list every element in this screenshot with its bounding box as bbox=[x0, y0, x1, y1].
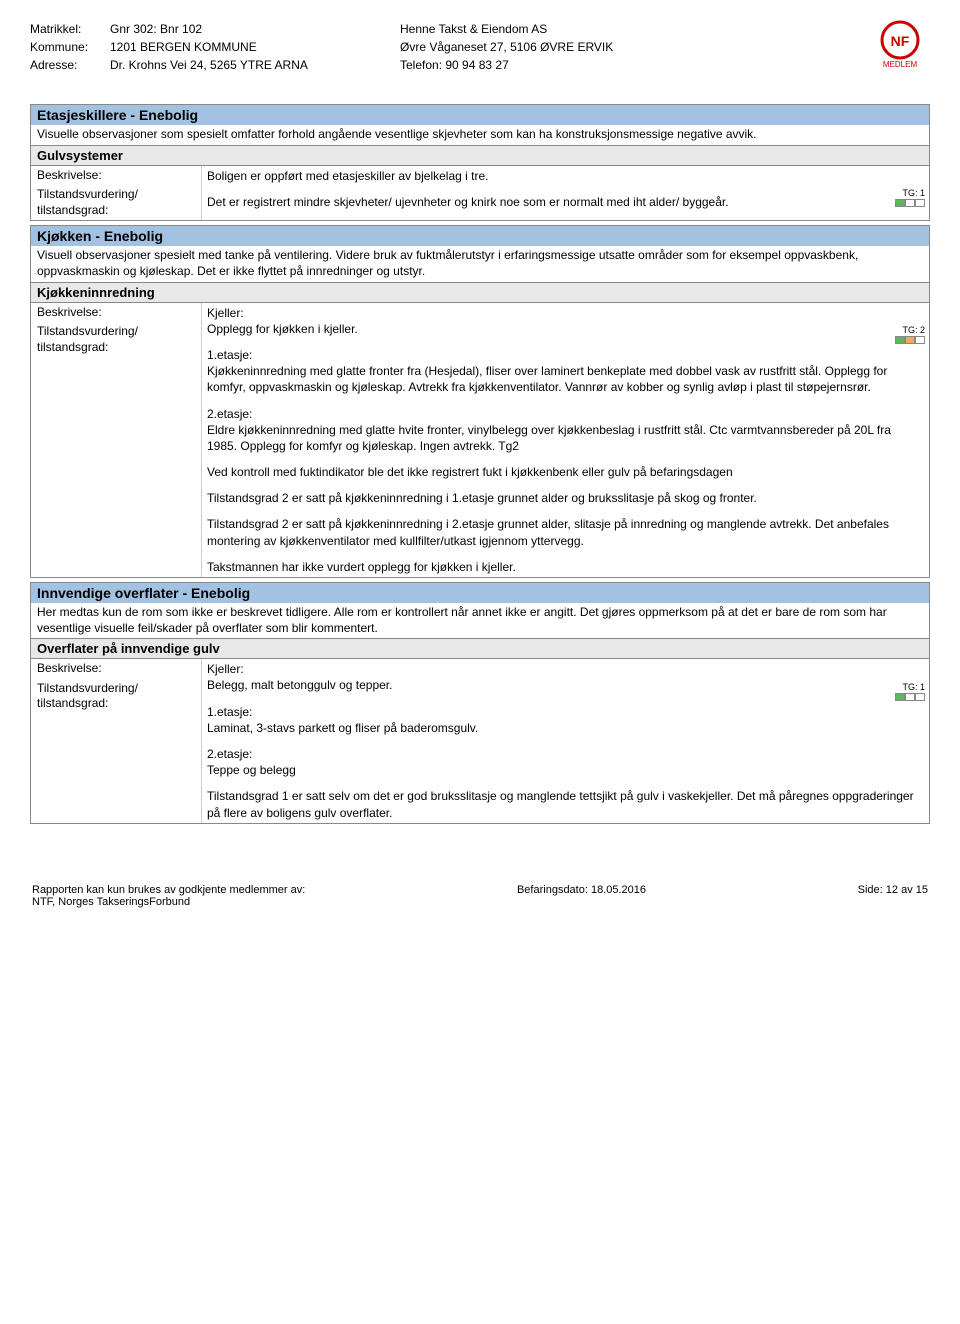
row-paragraph: Kjeller: Belegg, malt betonggulv og tepp… bbox=[207, 661, 923, 693]
row-paragraph: Ved kontroll med fuktindikator ble det i… bbox=[207, 464, 923, 480]
row-label: Beskrivelse: bbox=[37, 305, 195, 321]
company-address: Øvre Våganeset 27, 5106 ØVRE ERVIK bbox=[400, 38, 613, 56]
row-paragraph: 2.etasje: Eldre kjøkkeninnredning med gl… bbox=[207, 406, 923, 455]
row-label-column: Beskrivelse: Tilstandsvurdering/ tilstand… bbox=[31, 659, 201, 823]
tg-boxes bbox=[895, 199, 925, 207]
tg-box bbox=[905, 336, 915, 344]
tg-badge: TG: 1 bbox=[895, 682, 925, 701]
nf-logo-icon: NF MEDLEM bbox=[870, 20, 930, 70]
section: Kjøkken - EneboligVisuell observasjoner … bbox=[30, 225, 930, 578]
row-content-column: Boligen er oppført med etasjeskiller av … bbox=[201, 166, 929, 221]
row-label-column: Beskrivelse: Tilstandsvurdering/ tilstand… bbox=[31, 303, 201, 577]
row-label: Tilstandsvurdering/ tilstandsgrad: bbox=[37, 681, 195, 712]
logo-text: MEDLEM bbox=[883, 60, 918, 69]
row-paragraph: Boligen er oppført med etasjeskiller av … bbox=[207, 168, 923, 184]
section-intro: Visuelle observasjoner som spesielt omfa… bbox=[31, 125, 929, 145]
column-divider bbox=[201, 303, 202, 577]
row-paragraph: Tilstandsgrad 1 er satt selv om det er g… bbox=[207, 788, 923, 820]
row-label: Beskrivelse: bbox=[37, 168, 195, 184]
tg-box bbox=[915, 693, 925, 701]
header-label: Adresse: bbox=[30, 56, 110, 74]
row-paragraph: Tilstandsgrad 2 er satt på kjøkkeninnred… bbox=[207, 516, 923, 548]
tg-label: TG: 2 bbox=[895, 325, 925, 335]
document-header: Matrikkel: Gnr 302: Bnr 102 Kommune: 120… bbox=[30, 20, 930, 74]
tg-label: TG: 1 bbox=[895, 682, 925, 692]
tg-box bbox=[895, 336, 905, 344]
tg-label: TG: 1 bbox=[895, 188, 925, 198]
section-intro: Her medtas kun de rom som ikke er beskre… bbox=[31, 603, 929, 638]
tg-box bbox=[915, 336, 925, 344]
row-paragraph: Tilstandsgrad 2 er satt på kjøkkeninnred… bbox=[207, 490, 923, 506]
row-paragraph: Det er registrert mindre skjevheter/ uje… bbox=[207, 194, 923, 210]
tg-box bbox=[905, 693, 915, 701]
header-right: Henne Takst & Eiendom AS Øvre Våganeset … bbox=[400, 20, 930, 74]
tg-box bbox=[905, 199, 915, 207]
section-header: Kjøkken - Enebolig bbox=[31, 226, 929, 246]
row-block: Beskrivelse: Tilstandsvurdering/ tilstand… bbox=[31, 165, 929, 221]
row-label: Tilstandsvurdering/ tilstandsgrad: bbox=[37, 324, 195, 355]
header-left: Matrikkel: Gnr 302: Bnr 102 Kommune: 120… bbox=[30, 20, 400, 74]
section-intro: Visuell observasjoner spesielt med tanke… bbox=[31, 246, 929, 281]
header-value: Dr. Krohns Vei 24, 5265 YTRE ARNA bbox=[110, 56, 308, 74]
header-row: Kommune: 1201 BERGEN KOMMUNE bbox=[30, 38, 400, 56]
footer-center: Befaringsdato: 18.05.2016 bbox=[517, 884, 646, 908]
row-block: Beskrivelse: Tilstandsvurdering/ tilstand… bbox=[31, 302, 929, 577]
column-divider bbox=[201, 166, 202, 221]
column-divider bbox=[201, 659, 202, 823]
row-paragraph: 1.etasje: Laminat, 3-stavs parkett og fl… bbox=[207, 704, 923, 736]
svg-text:NF: NF bbox=[891, 33, 910, 49]
tg-box bbox=[895, 693, 905, 701]
row-label: Tilstandsvurdering/ tilstandsgrad: bbox=[37, 187, 195, 218]
subsection-header: Overflater på innvendige gulv bbox=[31, 638, 929, 658]
document-footer: Rapporten kan kun brukes av godkjente me… bbox=[30, 884, 930, 908]
header-row: Matrikkel: Gnr 302: Bnr 102 bbox=[30, 20, 400, 38]
footer-right: Side: 12 av 15 bbox=[858, 884, 928, 908]
header-label: Matrikkel: bbox=[30, 20, 110, 38]
row-label: Beskrivelse: bbox=[37, 661, 195, 677]
subsection-header: Gulvsystemer bbox=[31, 145, 929, 165]
tg-badge: TG: 1 bbox=[895, 188, 925, 207]
section-header: Etasjeskillere - Enebolig bbox=[31, 105, 929, 125]
tg-box bbox=[915, 199, 925, 207]
row-paragraph: 2.etasje: Teppe og belegg bbox=[207, 746, 923, 778]
company-name: Henne Takst & Eiendom AS bbox=[400, 20, 613, 38]
row-paragraph: Kjeller: Opplegg for kjøkken i kjeller. bbox=[207, 305, 923, 337]
subsection-header: Kjøkkeninnredning bbox=[31, 282, 929, 302]
company-phone: Telefon: 90 94 83 27 bbox=[400, 56, 613, 74]
tg-boxes bbox=[895, 693, 925, 701]
sections-container: Etasjeskillere - EneboligVisuelle observ… bbox=[30, 104, 930, 824]
row-label-column: Beskrivelse: Tilstandsvurdering/ tilstand… bbox=[31, 166, 201, 221]
tg-badge: TG: 2 bbox=[895, 325, 925, 344]
header-row: Adresse: Dr. Krohns Vei 24, 5265 YTRE AR… bbox=[30, 56, 400, 74]
footer-left: Rapporten kan kun brukes av godkjente me… bbox=[32, 884, 305, 908]
header-value: Gnr 302: Bnr 102 bbox=[110, 20, 202, 38]
header-value: 1201 BERGEN KOMMUNE bbox=[110, 38, 257, 56]
row-content-column: Kjeller: Belegg, malt betonggulv og tepp… bbox=[201, 659, 929, 823]
section: Innvendige overflater - EneboligHer medt… bbox=[30, 582, 930, 824]
section: Etasjeskillere - EneboligVisuelle observ… bbox=[30, 104, 930, 221]
tg-boxes bbox=[895, 336, 925, 344]
row-paragraph: 1.etasje: Kjøkkeninnredning med glatte f… bbox=[207, 347, 923, 396]
section-header: Innvendige overflater - Enebolig bbox=[31, 583, 929, 603]
row-block: Beskrivelse: Tilstandsvurdering/ tilstand… bbox=[31, 658, 929, 823]
tg-box bbox=[895, 199, 905, 207]
row-paragraph: Takstmannen har ikke vurdert opplegg for… bbox=[207, 559, 923, 575]
header-label: Kommune: bbox=[30, 38, 110, 56]
header-company: Henne Takst & Eiendom AS Øvre Våganeset … bbox=[400, 20, 613, 74]
row-content-column: Kjeller: Opplegg for kjøkken i kjeller. 1… bbox=[201, 303, 929, 577]
